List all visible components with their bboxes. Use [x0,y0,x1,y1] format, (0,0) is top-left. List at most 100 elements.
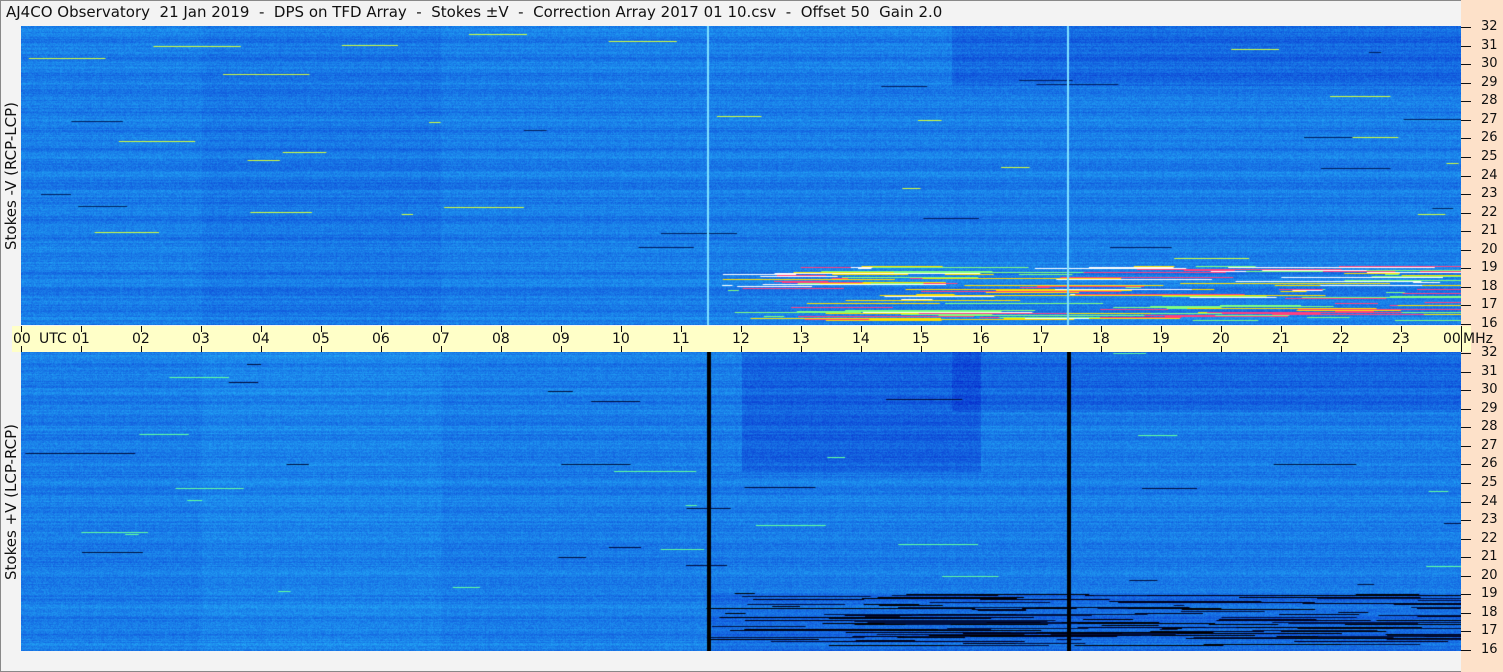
time-axis: 00 01 02 03 04 05 06 07 08 09 10 11 12 13 14 15 16 17 18 19… [12,326,1471,352]
freq-tick-label: 23 [1481,186,1498,202]
freq-tick-label: 21 [1481,223,1498,239]
freq-tick-label: 29 [1481,74,1498,90]
time-tick-label: 01 [72,331,90,347]
freq-tick [1461,538,1471,540]
freq-tick [1461,594,1471,596]
freq-tick [1461,268,1471,270]
freq-tick-label: 16 [1481,642,1498,657]
freq-tick [1461,408,1471,410]
freq-tick-label: 19 [1481,260,1498,276]
freq-tick [1461,138,1471,140]
freq-tick [1461,501,1471,503]
time-tick-label: 19 [1152,331,1170,347]
time-tick-label: 17 [1032,331,1050,347]
freq-tick [1461,27,1471,28]
freq-tick [1461,119,1471,121]
freq-tick-label: 32 [1481,345,1498,360]
chart-title: AJ4CO Observatory 21 Jan 2019 - DPS on T… [6,3,943,21]
freq-tick [1461,575,1471,577]
freq-tick [1461,231,1471,233]
freq-tick [1461,64,1471,66]
time-tick-label: 13 [792,331,810,347]
freq-tick-label: 30 [1481,56,1498,72]
time-tick-label: 09 [552,331,570,347]
freq-tick [1461,557,1471,559]
freq-tick-label: 27 [1481,111,1498,127]
time-tick-label: 05 [312,331,330,347]
freq-tick [1461,371,1471,373]
time-tick-label: 00 [1443,331,1461,347]
spectrogram-canvas-bottom [21,352,1461,651]
freq-tick [1461,464,1471,466]
freq-tick-label: 18 [1481,278,1498,294]
time-tick-label: 06 [372,331,390,347]
top-panel-ylabel: Stokes -V (RCP-LCP) [2,101,20,250]
freq-tick [1461,194,1471,196]
freq-tick [1461,631,1471,633]
time-tick-label: 15 [912,331,930,347]
freq-tick-label: 16 [1481,316,1498,331]
freq-tick [1461,249,1471,251]
freq-tick-label: 31 [1481,363,1498,379]
freq-tick-label: 23 [1481,512,1498,528]
time-tick-label: 02 [132,331,150,347]
freq-tick [1461,612,1471,614]
freq-tick [1461,175,1471,177]
time-tick-label: 18 [1092,331,1110,347]
freq-tick-label: 19 [1481,586,1498,602]
time-tick-label: 10 [612,331,630,347]
freq-tick [1461,650,1471,651]
freq-tick-label: 17 [1481,297,1498,313]
time-tick-label: 11 [672,331,690,347]
freq-tick-label: 24 [1481,167,1498,183]
freq-tick [1461,305,1471,307]
freq-tick [1461,101,1471,103]
time-tick-label: 03 [192,331,210,347]
freq-tick-label: 28 [1481,419,1498,435]
time-tick-label: 21 [1272,331,1290,347]
freq-tick [1461,482,1471,484]
freq-tick-label: 32 [1481,19,1498,34]
freq-tick-label: 28 [1481,93,1498,109]
freq-tick [1461,390,1471,392]
freq-tick-label: 17 [1481,623,1498,639]
freq-tick-label: 31 [1481,37,1498,53]
time-tick-label: 00 [13,331,31,347]
time-tick-label: 23 [1392,331,1410,347]
freq-tick-label: 22 [1481,530,1498,546]
freq-tick [1461,427,1471,429]
freq-tick-label: 26 [1481,456,1498,472]
freq-tick-label: 25 [1481,148,1498,164]
freq-tick-label: 29 [1481,400,1498,416]
spectrogram-canvas-top [21,26,1461,325]
freq-tick [1461,45,1471,47]
freq-tick [1461,353,1471,354]
freq-tick [1461,82,1471,84]
freq-unit-label: MHz [1463,331,1493,347]
time-tick [1461,326,1462,352]
time-unit-label: UTC [39,331,67,347]
freq-tick [1461,445,1471,447]
freq-tick-label: 22 [1481,204,1498,220]
freq-tick-label: 27 [1481,437,1498,453]
freq-tick [1461,520,1471,522]
time-tick-label: 22 [1332,331,1350,347]
freq-tick-label: 21 [1481,549,1498,565]
time-tick-label: 20 [1212,331,1230,347]
spectrogram-stokes-plus-v [21,352,1461,651]
freq-tick-label: 26 [1481,130,1498,146]
time-tick-label: 14 [852,331,870,347]
freq-tick-label: 18 [1481,604,1498,620]
freq-tick-label: 25 [1481,474,1498,490]
time-tick-label: 12 [732,331,750,347]
time-tick-label: 08 [492,331,510,347]
freq-tick-label: 24 [1481,493,1498,509]
freq-tick [1461,286,1471,288]
freq-tick [1461,324,1471,325]
time-tick-label: 16 [972,331,990,347]
freq-tick-label: 20 [1481,567,1498,583]
freq-tick-label: 30 [1481,382,1498,398]
spectrogram-stokes-minus-v [21,26,1461,325]
freq-tick [1461,156,1471,158]
time-tick-label: 07 [432,331,450,347]
